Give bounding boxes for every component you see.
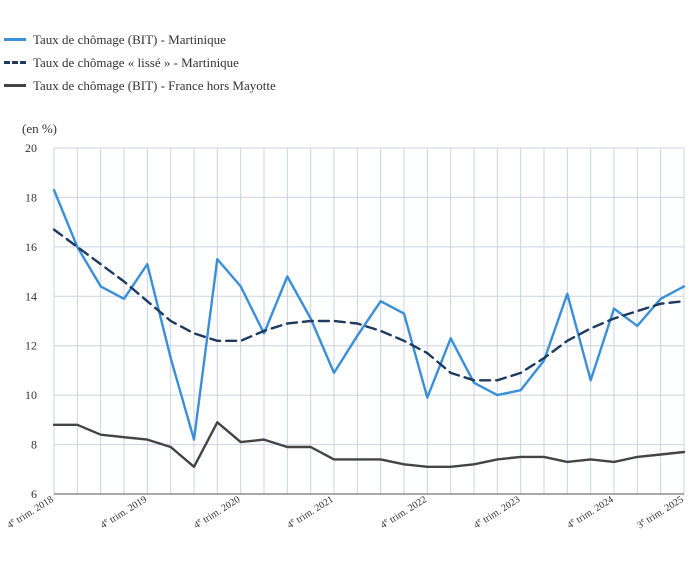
y-tick-label: 14: [25, 289, 37, 303]
legend-swatch-bit-martinique: [4, 38, 26, 41]
series-line-1: [52, 228, 686, 382]
legend-item-lisse-martinique: Taux de chômage « lissé » - Martinique: [4, 51, 276, 74]
grid: [53, 147, 685, 495]
legend-item-bit-martinique: Taux de chômage (BIT) - Martinique: [4, 28, 276, 51]
y-axis-ticks: 6 8 10 12 14 16 18 20: [25, 141, 37, 501]
legend-label-bit-martinique: Taux de chômage (BIT) - Martinique: [33, 31, 226, 47]
x-tick-label: 4e trim. 2020: [191, 493, 242, 532]
x-axis-ticks: 4e trim. 2018 4e trim. 2019 4e trim. 2020 4…: [4, 493, 685, 532]
legend-label-lisse-martinique: Taux de chômage « lissé » - Martinique: [33, 54, 239, 70]
y-tick-label: 8: [31, 438, 37, 452]
y-axis-label: (en %): [22, 121, 57, 136]
legend-label-bit-france: Taux de chômage (BIT) - France hors Mayo…: [33, 77, 276, 93]
x-tick-label: 4e trim. 2018: [4, 493, 55, 532]
series-line-2: [52, 421, 686, 468]
x-tick-label: 4e trim. 2021: [284, 493, 335, 532]
x-tick-label: 3e trim. 2025: [634, 493, 685, 532]
y-tick-label: 12: [25, 339, 37, 353]
legend-swatch-bit-france: [4, 84, 26, 87]
series-line-0: [52, 188, 686, 441]
x-tick-label: 4e trim. 2023: [471, 493, 522, 532]
legend: Taux de chômage (BIT) - Martinique Taux …: [4, 28, 276, 97]
y-tick-label: 16: [25, 240, 37, 254]
y-tick-label: 10: [25, 388, 37, 402]
y-tick-label: 20: [25, 141, 37, 155]
x-tick-label: 4e trim. 2024: [564, 493, 615, 532]
y-tick-label: 6: [31, 487, 37, 501]
series-lines: [52, 188, 686, 468]
x-tick-label: 4e trim. 2019: [98, 493, 149, 532]
x-tick-label: 4e trim. 2022: [378, 493, 429, 532]
legend-swatch-lisse-martinique: [4, 61, 26, 64]
y-tick-label: 18: [25, 190, 37, 204]
legend-item-bit-france: Taux de chômage (BIT) - France hors Mayo…: [4, 74, 276, 97]
